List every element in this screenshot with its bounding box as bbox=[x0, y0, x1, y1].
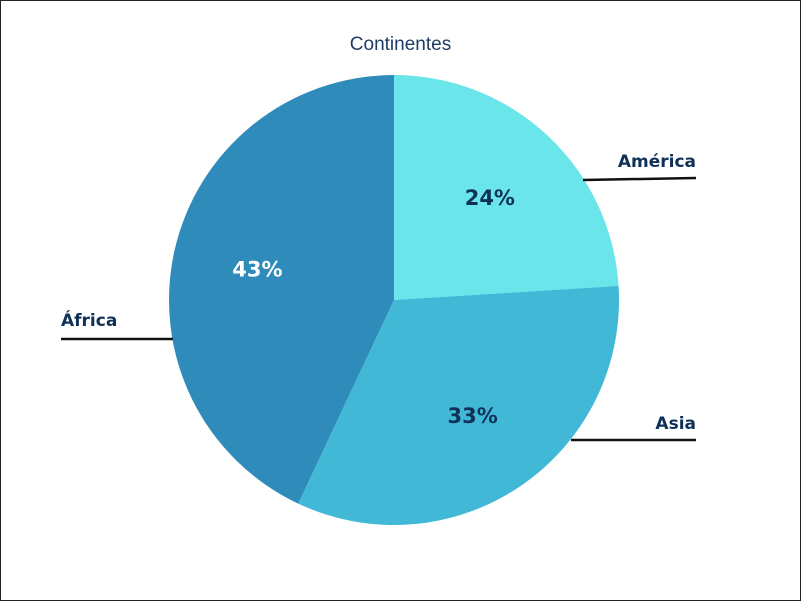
category-label-america: América bbox=[618, 152, 696, 172]
pie-slice-africa bbox=[169, 75, 394, 504]
slice-percent-label-asia: 33% bbox=[448, 404, 498, 428]
category-label-asia: Asia bbox=[655, 414, 696, 434]
category-label-africa: África bbox=[61, 309, 117, 331]
slice-percent-label-america: 24% bbox=[465, 186, 515, 210]
slice-percent-label-africa: 43% bbox=[232, 257, 282, 281]
pie-slice-asia bbox=[298, 285, 619, 526]
pie-slice-america bbox=[394, 75, 619, 300]
chart-title: Continentes bbox=[349, 34, 452, 55]
leader-line-america bbox=[582, 176, 697, 182]
